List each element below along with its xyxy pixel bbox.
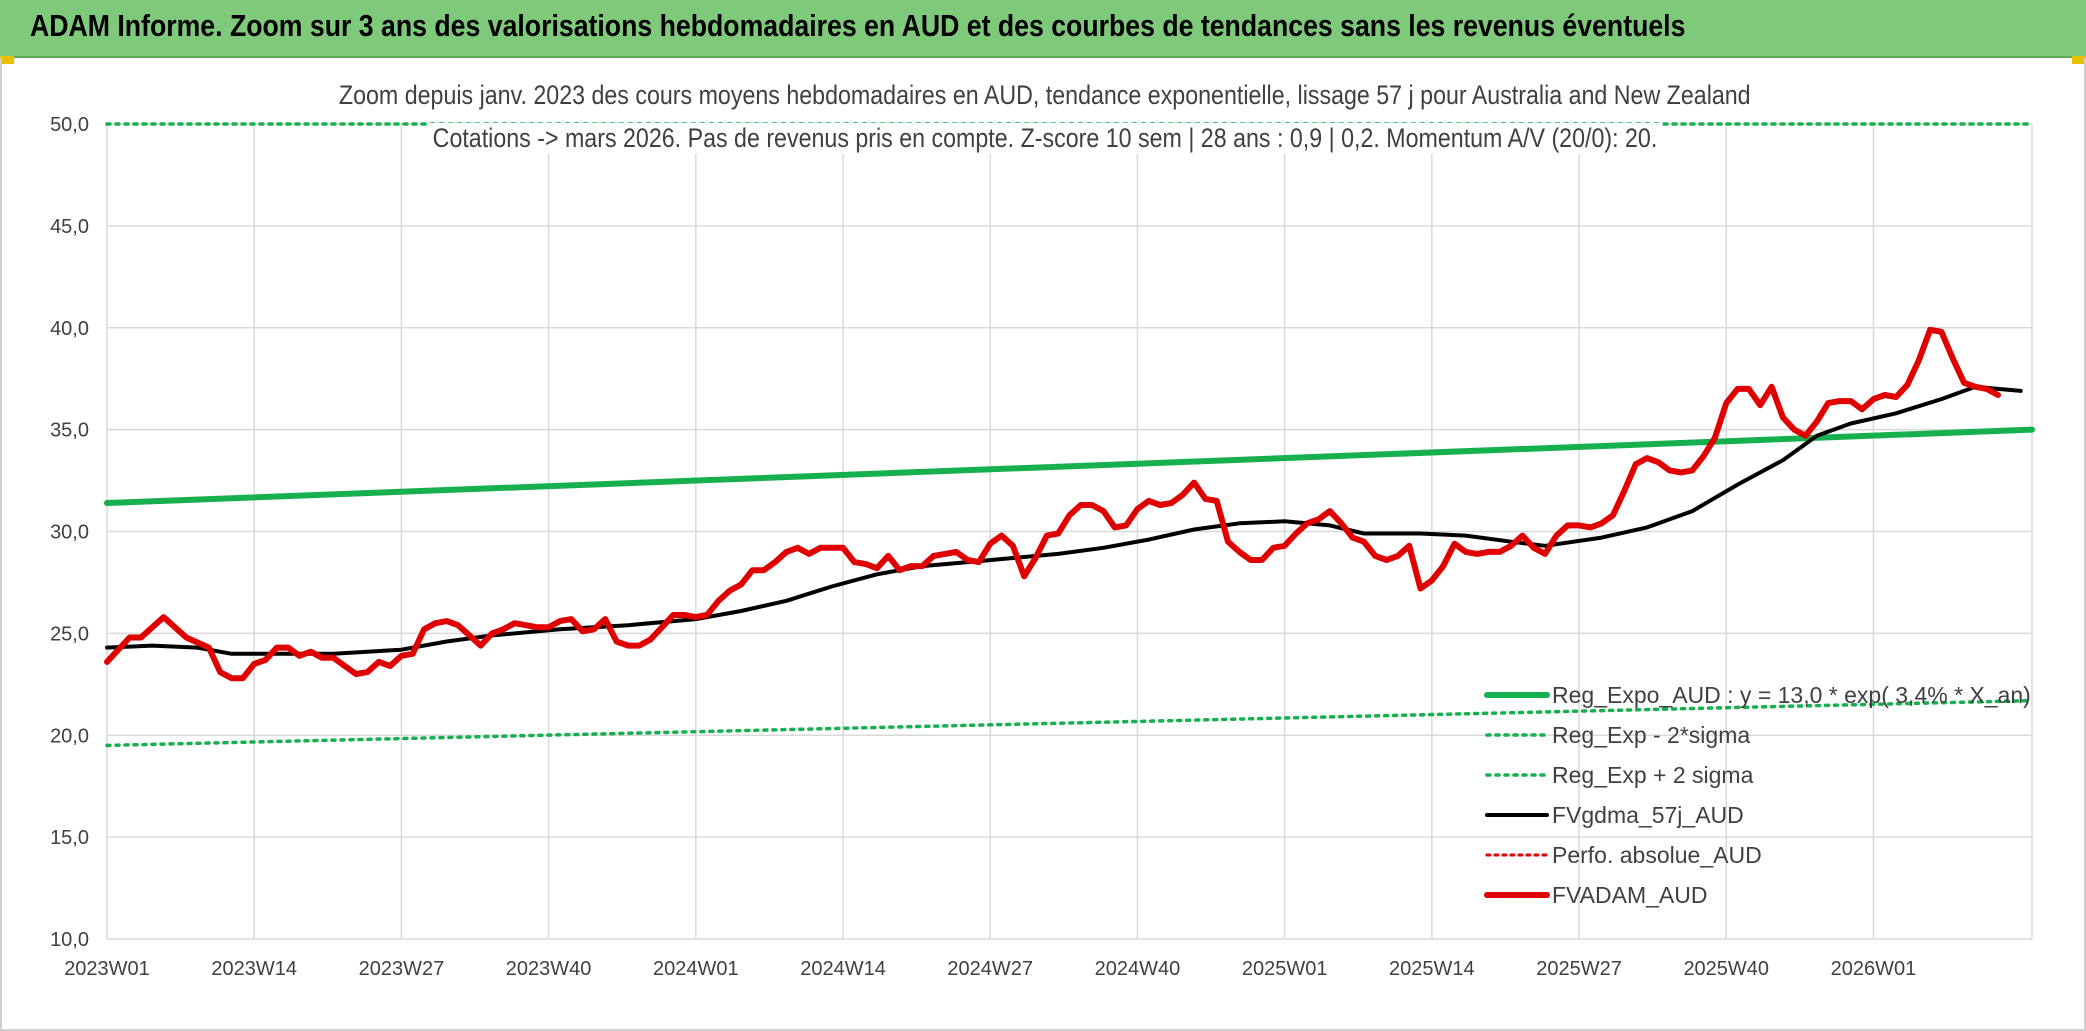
legend-label: Perfo. absolue_AUD <box>1552 842 1762 868</box>
y-tick-label: 35,0 <box>50 420 89 442</box>
y-tick-label: 25,0 <box>50 623 89 645</box>
x-tick-label: 2023W14 <box>211 958 297 980</box>
legend: Reg_Expo_AUD : y = 13,0 * exp( 3,4% * X_… <box>1484 682 2031 908</box>
x-tick-label: 2025W27 <box>1536 958 1622 980</box>
x-tick-label: 2025W14 <box>1389 958 1475 980</box>
series-line-0 <box>104 426 2035 506</box>
series-line-1 <box>105 698 2034 748</box>
y-tick-label: 30,0 <box>50 522 89 544</box>
grid-layer <box>106 123 2033 940</box>
header-title: ADAM Informe. Zoom sur 3 ans des valoris… <box>30 8 1686 43</box>
x-tick-label: 2025W40 <box>1683 958 1769 980</box>
chart-subtitle: Cotations -> mars 2026. Pas de revenus p… <box>427 123 1663 154</box>
legend-label: FVADAM_AUD <box>1552 882 1708 908</box>
legend-label: Reg_Exp + 2 sigma <box>1552 762 1754 788</box>
x-tick-label: 2024W01 <box>653 958 739 980</box>
y-tick-label: 40,0 <box>50 318 89 340</box>
x-tick-label: 2024W27 <box>947 958 1033 980</box>
y-tick-label: 15,0 <box>50 827 89 849</box>
x-tick-label: 2025W01 <box>1242 958 1328 980</box>
y-tick-label: 10,0 <box>50 929 89 951</box>
series-layer <box>104 122 2035 748</box>
line-chart: 10,0 15,0 20,0 25,0 30,0 35,0 40,0 45,0 50,0 2023… <box>50 114 2035 980</box>
axis-layer: 10,0 15,0 20,0 25,0 30,0 35,0 40,0 45,0 50,0 2023… <box>50 114 1916 980</box>
x-tick-label: 2026W01 <box>1831 958 1917 980</box>
chart-title: Zoom depuis janv. 2023 des cours moyens … <box>333 80 1757 111</box>
corner-accent-right <box>2072 56 2086 64</box>
y-tick-label: 20,0 <box>50 725 89 747</box>
x-tick-label: 2023W40 <box>506 958 592 980</box>
x-tick-label: 2024W14 <box>800 958 886 980</box>
header-band: ADAM Informe. Zoom sur 3 ans des valoris… <box>0 0 2086 58</box>
legend-label: Reg_Expo_AUD : y = 13,0 * exp( 3,4% * X_… <box>1552 682 2031 708</box>
legend-label: FVgdma_57j_AUD <box>1552 802 1744 828</box>
y-tick-label: 50,0 <box>50 114 89 136</box>
chart-area: 10,0 15,0 20,0 25,0 30,0 35,0 40,0 45,0 50,0 2023… <box>0 58 2086 1031</box>
series-line-4 <box>104 326 2001 682</box>
chart-title-line-2: Cotations -> mars 2026. Pas de revenus p… <box>2 123 2086 154</box>
legend-label: Reg_Exp - 2*sigma <box>1552 722 1750 748</box>
chart-title-line-1: Zoom depuis janv. 2023 des cours moyens … <box>2 80 2086 111</box>
y-tick-label: 45,0 <box>50 216 89 238</box>
x-tick-label: 2024W40 <box>1095 958 1181 980</box>
series-line-3 <box>105 384 2023 656</box>
corner-accent-left <box>0 56 14 64</box>
x-tick-label: 2023W27 <box>359 958 445 980</box>
x-tick-label: 2023W01 <box>64 958 150 980</box>
